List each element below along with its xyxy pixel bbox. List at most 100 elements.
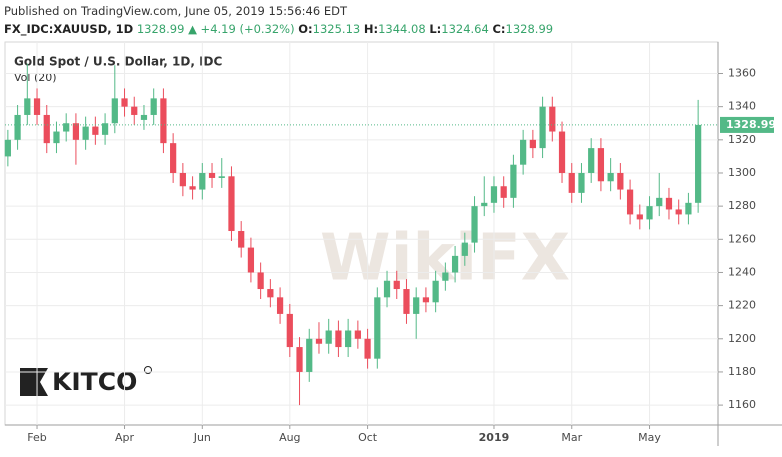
- change: ▲ +4.19 (+0.32%): [188, 22, 295, 36]
- candle-body: [296, 347, 303, 372]
- ohlc-value: 1325.13: [312, 22, 361, 36]
- candle-body: [218, 176, 225, 178]
- candle-body: [82, 126, 89, 140]
- candle-body: [607, 172, 614, 182]
- ohlc-value: 1344.08: [378, 22, 426, 36]
- y-tick-label: 1180: [728, 365, 756, 378]
- candle-body: [267, 289, 274, 298]
- x-tick-label: Mar: [561, 431, 582, 444]
- ohlc-label: O:: [298, 22, 313, 36]
- candle-body: [354, 330, 361, 339]
- candle-body: [383, 280, 391, 298]
- x-tick-label: Feb: [27, 431, 46, 444]
- published: Published on TradingView.com, June 05, 2…: [4, 4, 347, 18]
- x-tick-label: Jun: [193, 431, 211, 444]
- candle-body: [471, 206, 478, 243]
- candle-body: [617, 172, 624, 190]
- candle-body: [451, 255, 459, 273]
- candle-body: [461, 242, 468, 256]
- candle-body: [111, 98, 118, 124]
- candle-body: [228, 176, 235, 232]
- y-tick-label: 1360: [728, 67, 756, 80]
- candle-body: [208, 172, 216, 178]
- candle-body: [33, 98, 41, 115]
- candle-body: [286, 313, 293, 348]
- chart-subtitle: Vol (20): [14, 71, 57, 84]
- y-tick-label: 1280: [728, 199, 756, 212]
- candle-body: [646, 206, 653, 220]
- candle-body: [53, 131, 60, 144]
- candle-body: [315, 338, 323, 344]
- x-tick-label: Apr: [115, 431, 135, 444]
- candle-body: [92, 126, 99, 135]
- candle-body: [14, 114, 21, 140]
- candle-body: [626, 189, 634, 215]
- y-tick-label: 1240: [728, 265, 756, 278]
- candle-body: [490, 186, 498, 203]
- candle-body: [160, 98, 167, 144]
- candle-body: [63, 123, 70, 132]
- ohlc-label: H:: [363, 22, 379, 36]
- candle-body: [539, 106, 546, 149]
- candle-body: [393, 280, 400, 290]
- y-tick-label: 1160: [728, 398, 756, 411]
- candle-body: [238, 231, 245, 248]
- candle-body: [199, 172, 206, 190]
- last-price-box: [720, 116, 774, 133]
- grid: [5, 42, 718, 425]
- candle-body: [374, 297, 381, 359]
- ohlc-label: L:: [429, 22, 442, 36]
- candle-body: [675, 209, 682, 215]
- candle-body: [140, 114, 148, 120]
- symbol-line: FX_IDC:XAUUSD, 1D 1328.99 ▲ +4.19 (+0.32…: [4, 22, 553, 36]
- y-tick-label: 1220: [728, 299, 756, 312]
- candle-body: [170, 143, 177, 173]
- candle-body: [413, 297, 420, 314]
- x-tick-label: May: [638, 431, 661, 444]
- candle-body: [695, 124, 702, 203]
- y-tick-label: 1320: [728, 133, 756, 146]
- candle-body: [481, 202, 488, 207]
- candle-body: [247, 247, 255, 273]
- candle-body: [101, 123, 109, 135]
- candle-body: [510, 164, 517, 198]
- candle-body: [636, 214, 643, 220]
- y-tick-label: 1200: [728, 332, 756, 345]
- symbol: FX_IDC:XAUUSD, 1D: [4, 22, 134, 36]
- chart-title: Gold Spot / U.S. Dollar, 1D, IDC: [14, 55, 223, 69]
- candle-body: [422, 297, 430, 303]
- logo-registered: [144, 366, 152, 374]
- candle-body: [442, 272, 449, 281]
- x-tick-label: 2019: [479, 431, 510, 444]
- ohlc-label: C:: [492, 22, 506, 36]
- candle-body: [345, 330, 352, 348]
- last: 1328.99: [136, 22, 185, 36]
- y-tick-label: 1260: [728, 232, 756, 245]
- candle-body: [529, 139, 536, 149]
- candle-body: [335, 330, 342, 348]
- candle-body: [257, 272, 264, 290]
- candle-body: [4, 139, 11, 157]
- candle-body: [131, 106, 138, 115]
- candle-body: [364, 338, 371, 359]
- candle-body: [276, 297, 284, 314]
- candle-body: [597, 148, 605, 182]
- candle-body: [150, 98, 157, 115]
- x-tick-label: Aug: [279, 431, 300, 444]
- ohlc-value: 1328.99: [505, 22, 554, 36]
- candle-body: [568, 172, 575, 193]
- candle-body: [500, 186, 507, 198]
- y-tick-label: 1340: [728, 100, 756, 113]
- candle-body: [325, 330, 332, 344]
- ohlc: O:1325.13 H:1344.08 L:1324.64 C:1328.99: [298, 22, 553, 36]
- candle-body: [558, 131, 566, 173]
- y-tick-label: 1300: [728, 166, 756, 179]
- candle-body: [656, 197, 663, 207]
- last-price-label: 1328.99: [726, 118, 776, 131]
- candle-body: [665, 197, 673, 210]
- candle-body: [24, 98, 31, 115]
- candle-body: [179, 172, 186, 187]
- candle-body: [588, 148, 595, 173]
